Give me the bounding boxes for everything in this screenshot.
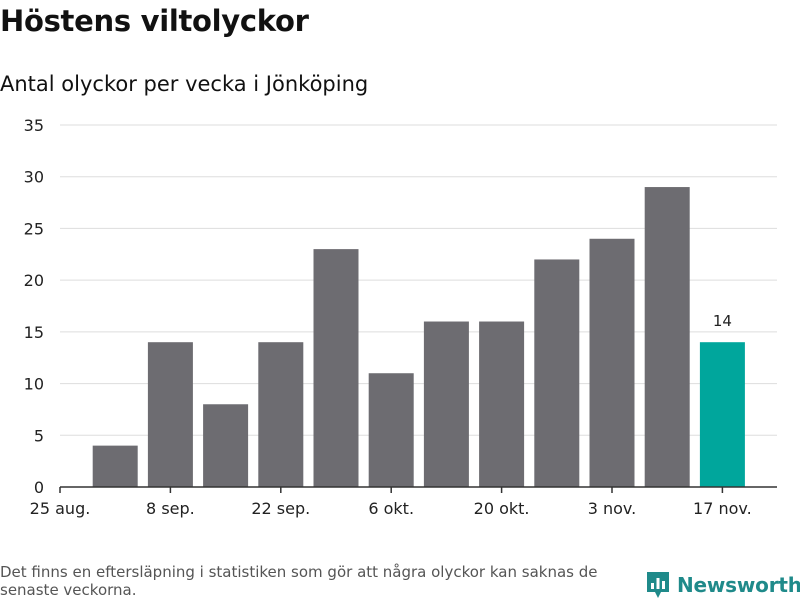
chart-title: Höstens viltolyckor	[0, 4, 309, 38]
bar	[644, 187, 690, 488]
x-tick-label: 22 sep.	[251, 499, 310, 518]
bar-chart: 0 5 10 15 20 25 30 35 14 25 aug. 8 sep. 22 sep. 6 …	[24, 116, 777, 518]
x-tick-label: 6 okt.	[368, 499, 414, 518]
y-axis-ticks: 0 5 10 15 20 25 30 35	[24, 116, 44, 497]
chart-subtitle: Antal olyckor per vecka i Jönköping	[0, 72, 369, 96]
bar	[258, 342, 304, 487]
x-tick-label: 17 nov.	[693, 499, 752, 518]
bar-chart-logo-icon	[647, 572, 669, 598]
bar	[368, 373, 414, 487]
bar	[479, 321, 525, 487]
y-tick-label: 0	[34, 478, 44, 497]
data-label: 14	[713, 312, 732, 330]
bar	[147, 342, 193, 487]
y-tick-label: 5	[34, 426, 44, 445]
bar	[589, 238, 635, 487]
y-tick-label: 15	[24, 323, 44, 342]
x-tick-label: 3 nov.	[588, 499, 637, 518]
bar	[313, 249, 359, 487]
x-axis: 25 aug. 8 sep. 22 sep. 6 okt. 20 okt. 3 nov. 1…	[30, 486, 777, 518]
y-tick-label: 10	[24, 375, 44, 394]
y-tick-label: 20	[24, 271, 44, 290]
brand-name: Newsworthy	[677, 573, 800, 597]
x-tick-label: 20 okt.	[474, 499, 530, 518]
x-tick-label: 25 aug.	[30, 499, 91, 518]
y-tick-label: 30	[24, 168, 44, 187]
bar	[423, 321, 469, 487]
y-tick-label: 35	[24, 116, 44, 135]
brand-logo: Newsworthy	[645, 570, 800, 600]
bar-highlight	[699, 342, 745, 487]
x-tick-label: 8 sep.	[146, 499, 195, 518]
y-tick-label: 25	[24, 219, 44, 238]
footnote: Det finns en eftersläpning i statistiken…	[0, 563, 598, 599]
data-labels: 14	[713, 312, 732, 330]
bars	[92, 187, 745, 488]
bar	[203, 404, 249, 487]
bar	[534, 259, 580, 487]
bar	[92, 445, 138, 487]
